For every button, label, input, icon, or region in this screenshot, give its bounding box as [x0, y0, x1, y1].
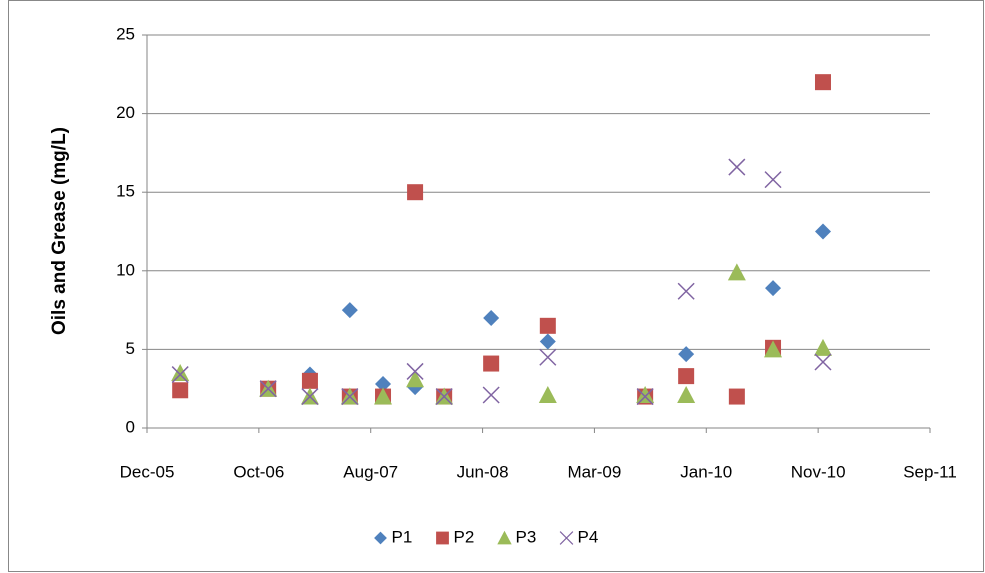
- x-tick-label: Mar-09: [567, 462, 621, 481]
- marker: [539, 317, 556, 334]
- y-tick-label: 5: [126, 339, 135, 358]
- marker: [171, 363, 190, 381]
- marker: [636, 388, 654, 406]
- marker: [728, 388, 745, 405]
- y-tick-label: 20: [116, 103, 135, 122]
- marker: [301, 372, 318, 389]
- x-tick-label: Jan-10: [680, 462, 732, 481]
- marker: [341, 302, 358, 319]
- marker: [765, 280, 782, 297]
- legend-marker: [374, 531, 387, 545]
- marker: [375, 375, 392, 392]
- marker: [538, 385, 557, 403]
- marker: [539, 348, 557, 366]
- marker: [406, 362, 424, 380]
- chart-frame: [8, 0, 984, 572]
- legend-label: P2: [454, 527, 475, 546]
- marker: [814, 74, 831, 91]
- legend-label: P1: [392, 527, 413, 546]
- marker: [406, 370, 425, 388]
- marker: [374, 387, 393, 405]
- marker: [483, 309, 500, 326]
- legend-label: P4: [578, 527, 599, 546]
- marker: [482, 386, 500, 404]
- x-tick-label: Dec-05: [120, 462, 175, 481]
- x-tick-label: Oct-06: [233, 462, 284, 481]
- y-tick-label: 15: [116, 182, 135, 201]
- legend-label: P3: [516, 527, 537, 546]
- y-tick-label: 0: [126, 417, 135, 436]
- marker: [341, 388, 359, 406]
- marker: [727, 263, 746, 281]
- x-tick-label: Nov-10: [791, 462, 846, 481]
- y-axis-title: Oils and Grease (mg/L): [49, 127, 70, 335]
- marker: [678, 346, 695, 363]
- marker: [172, 382, 189, 399]
- marker: [764, 171, 782, 189]
- x-tick-label: Jun-08: [457, 462, 509, 481]
- x-tick-label: Sep-11: [903, 462, 957, 481]
- x-tick-label: Aug-07: [343, 462, 398, 481]
- marker: [814, 353, 832, 371]
- marker: [678, 368, 695, 385]
- marker: [813, 338, 832, 356]
- marker: [483, 355, 500, 372]
- legend-marker: [436, 531, 449, 545]
- marker: [728, 158, 746, 176]
- marker: [259, 380, 277, 398]
- y-tick-label: 10: [116, 260, 135, 279]
- y-tick-label: 25: [116, 24, 135, 43]
- marker: [677, 282, 695, 300]
- marker: [814, 223, 831, 240]
- marker: [435, 388, 453, 406]
- marker: [539, 333, 556, 350]
- marker: [171, 366, 189, 384]
- marker: [677, 385, 696, 403]
- marker: [764, 340, 783, 358]
- legend-marker: [559, 531, 574, 545]
- marker: [301, 388, 319, 406]
- legend-marker: [497, 530, 512, 545]
- marker: [407, 184, 424, 201]
- marker: [636, 385, 655, 403]
